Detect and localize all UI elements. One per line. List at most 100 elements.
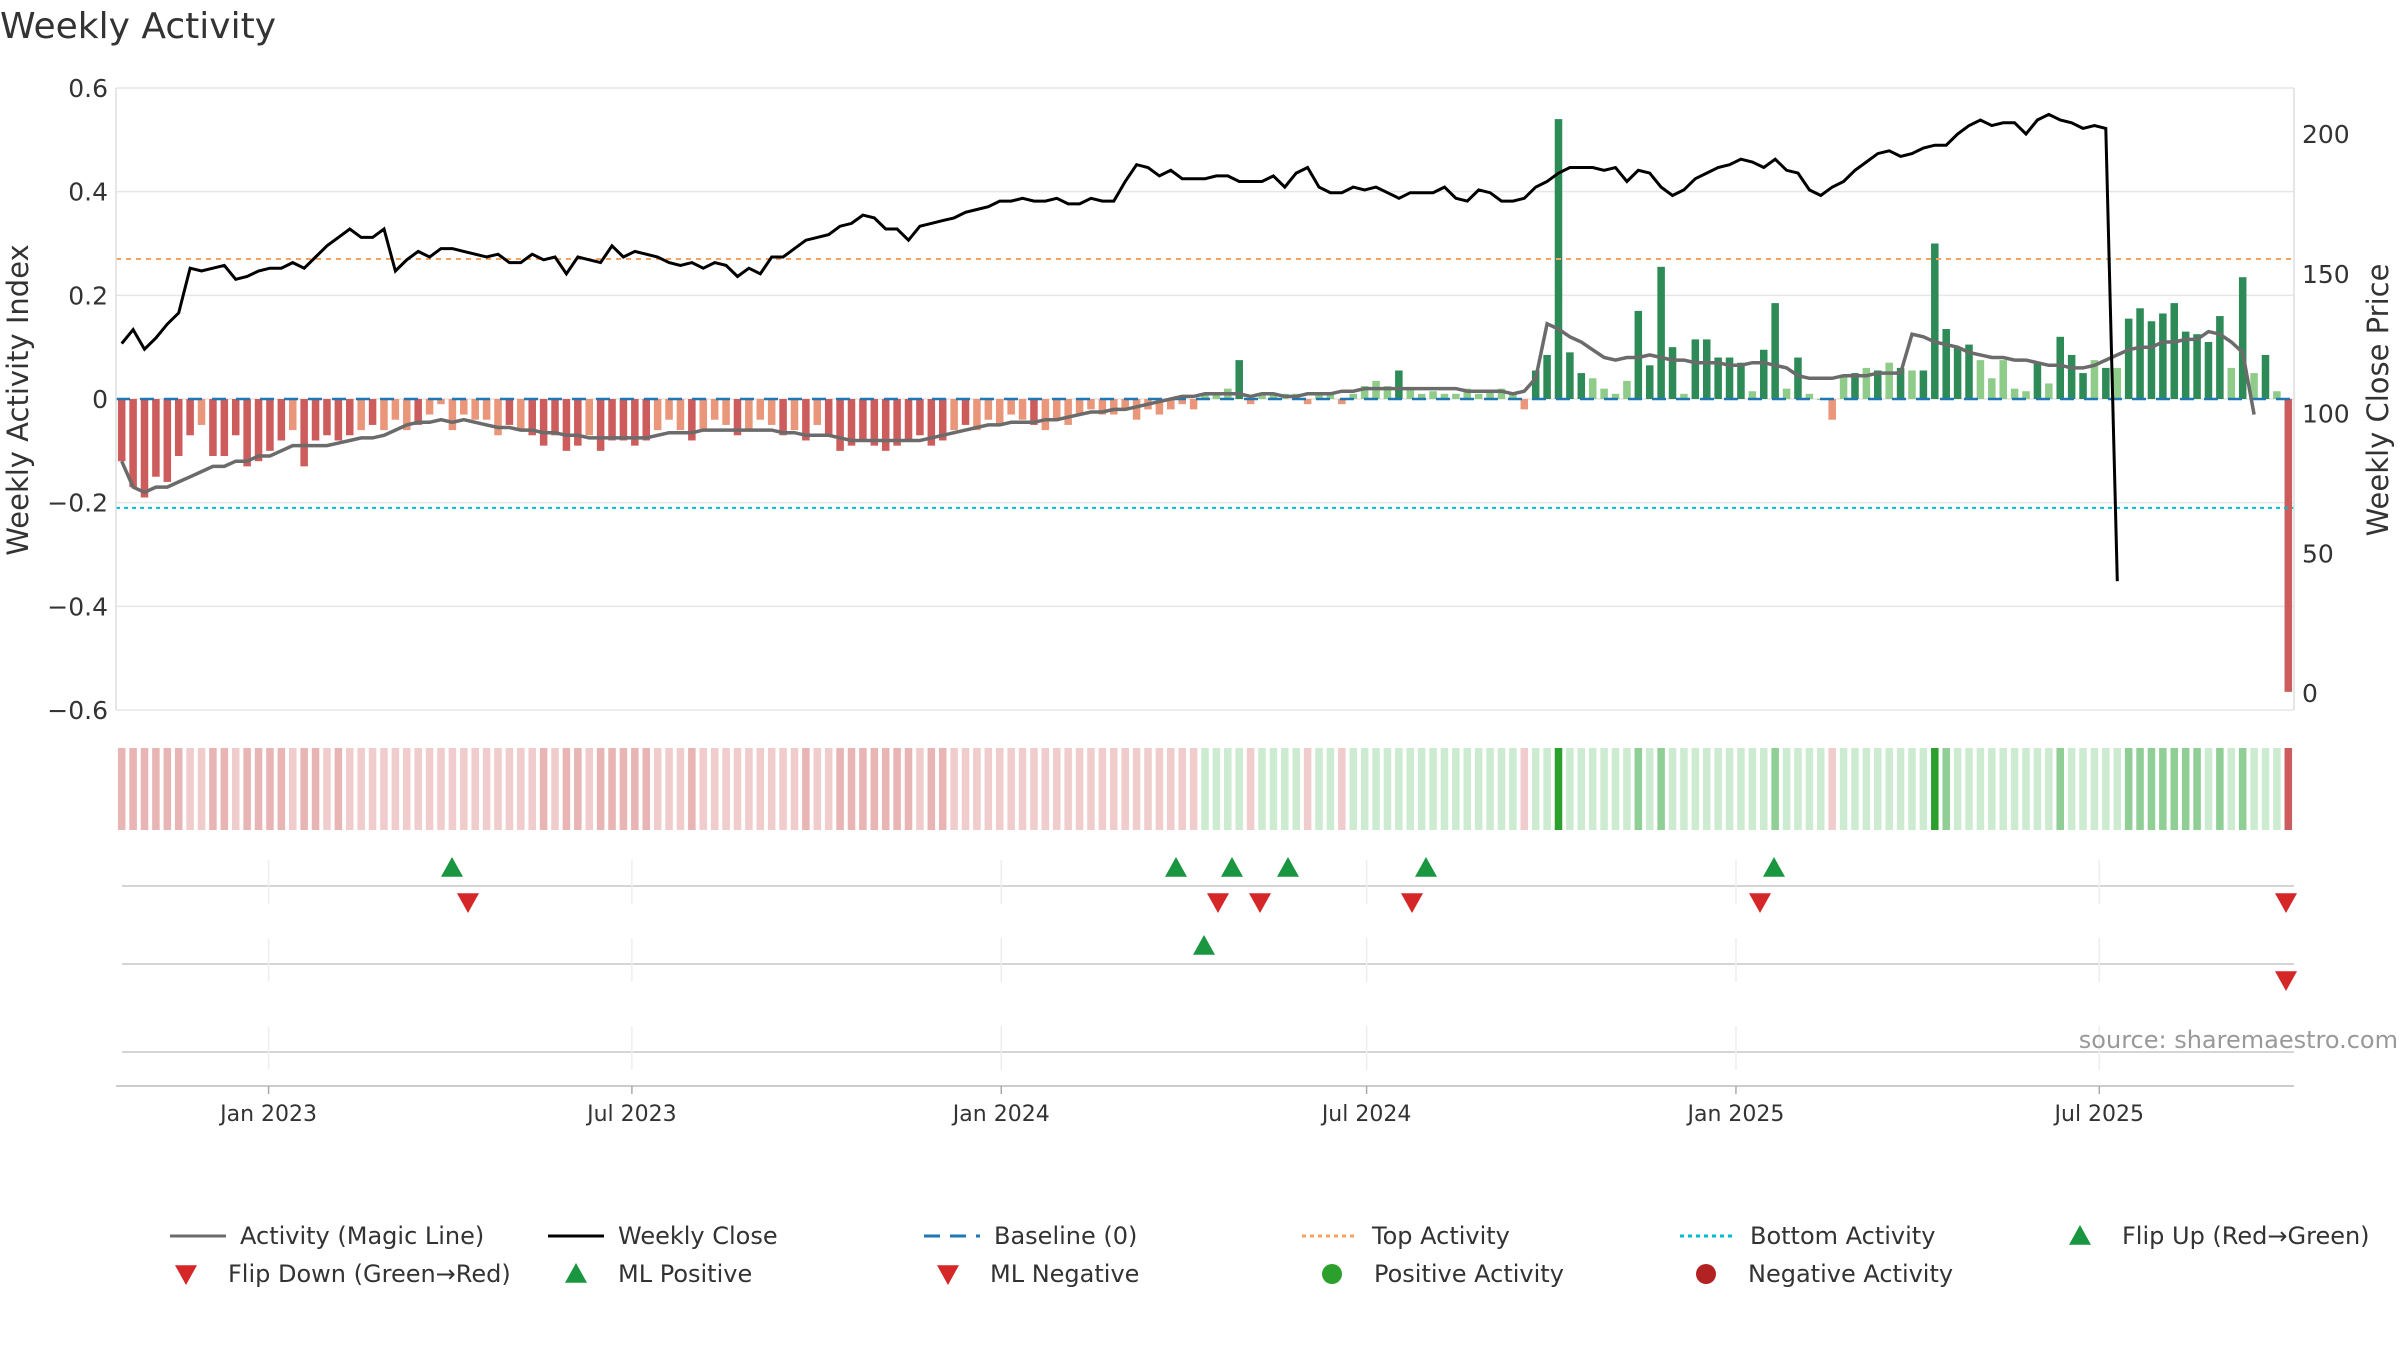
activity-bar: [1577, 373, 1586, 399]
strip-cell: [961, 748, 970, 830]
x-tick-label: Jan 2023: [218, 1102, 317, 1127]
activity-bar: [1919, 370, 1928, 399]
magic-line: [120, 321, 2256, 495]
activity-bar: [2250, 373, 2258, 399]
legend-item: Flip Down (Green→Red): [175, 1260, 511, 1288]
activity-bar: [505, 399, 514, 425]
activity-bar: [2193, 334, 2201, 399]
activity-bar: [802, 399, 810, 441]
activity-bar: [824, 399, 833, 436]
activity-bar: [1326, 393, 1335, 399]
strip-cell: [391, 748, 400, 830]
strip-cell: [2250, 748, 2258, 830]
strip-cell: [539, 748, 548, 830]
activity-bar: [1497, 388, 1506, 399]
strip-cell: [1395, 748, 1403, 830]
activity-bar: [1258, 393, 1266, 399]
strip-cell: [1885, 748, 1893, 830]
activity-bar: [1041, 399, 1050, 431]
activity-bar: [414, 399, 422, 425]
activity-bar: [676, 399, 685, 431]
strip-cell: [1007, 748, 1015, 830]
activity-bar: [1942, 329, 1950, 399]
activity-bar: [2010, 388, 2019, 399]
activity-bar: [1486, 391, 1494, 399]
activity-bar: [1896, 367, 1905, 399]
strip-cell: [2159, 748, 2167, 830]
strip-cell: [1851, 748, 1859, 830]
strip-cell: [437, 748, 445, 830]
strip-cell: [1463, 748, 1472, 830]
strip-cell: [2136, 748, 2144, 830]
activity-bar: [1771, 303, 1779, 399]
strip-cell: [1041, 748, 1050, 830]
legend: Activity (Magic Line) Weekly Close Baselin…: [170, 1222, 2370, 1288]
strip-cell: [300, 748, 308, 830]
legend-swatch: [565, 1263, 587, 1283]
strip-cell: [2181, 748, 2190, 830]
strip-cell: [1303, 748, 1312, 830]
strip-cell: [163, 748, 172, 830]
activity-bar: [1030, 399, 1038, 425]
activity-bar: [927, 399, 936, 446]
strip-cell: [266, 748, 274, 830]
activity-bar: [1531, 370, 1540, 399]
strip-cell: [1725, 748, 1734, 830]
strip-cell: [1246, 748, 1255, 830]
strip-cell: [1771, 748, 1779, 830]
strip-cell: [1258, 748, 1266, 830]
x-tick-label: Jul 2025: [2053, 1102, 2145, 1127]
strip-cell: [1212, 748, 1221, 830]
activity-bar: [619, 399, 628, 441]
legend-item: Bottom Activity: [1680, 1222, 1935, 1250]
strip-cell: [1668, 748, 1677, 830]
x-tick-label: Jan 2024: [951, 1102, 1050, 1127]
strip-cell: [2261, 748, 2270, 830]
legend-label: Weekly Close: [618, 1222, 778, 1250]
strip-cell: [380, 748, 388, 830]
activity-bar: [961, 399, 970, 425]
strip-cell: [1531, 748, 1540, 830]
strip-cell: [174, 748, 183, 830]
y-tick-label: −0.6: [47, 696, 108, 725]
strip-cell: [186, 748, 194, 830]
x-tick-label: Jul 2023: [585, 1102, 677, 1127]
activity-bar: [1463, 388, 1472, 399]
y-right-tick-label: 200: [2302, 120, 2350, 149]
activity-bar: [984, 399, 993, 420]
strip-cell: [551, 748, 559, 830]
strip-cell: [2284, 748, 2293, 830]
strip-cell: [1052, 748, 1061, 830]
ml-positive-marker: [1193, 935, 1215, 955]
strip-cell: [973, 748, 981, 830]
strip-cell: [1064, 748, 1072, 830]
activity-bar: [482, 399, 491, 420]
activity-bar: [2067, 354, 2076, 399]
strip-cell: [1600, 748, 1608, 830]
strip-cell: [1189, 748, 1198, 830]
activity-bar: [2045, 383, 2053, 399]
strip-cell: [938, 748, 947, 830]
activity-bar: [574, 399, 582, 446]
strip-cell: [2204, 748, 2213, 830]
legend-item: Activity (Magic Line): [170, 1222, 484, 1250]
strip-cell: [1486, 748, 1494, 830]
activity-bar: [631, 399, 639, 446]
strip-cell: [995, 748, 1004, 830]
strip-cell: [2147, 748, 2156, 830]
strip-cell: [608, 748, 616, 830]
strip-cell: [1817, 748, 1825, 830]
activity-bar: [1212, 393, 1221, 399]
activity-bar: [813, 399, 822, 425]
strip-cell: [1440, 748, 1449, 830]
y-tick-label: −0.2: [47, 489, 108, 518]
activity-bar: [1474, 393, 1483, 399]
flip-up-marker: [1221, 857, 1243, 877]
legend-label: Flip Up (Red→Green): [2122, 1222, 2370, 1250]
activity-bar: [551, 399, 559, 436]
flip-up-marker: [1415, 857, 1437, 877]
strip-cell: [368, 748, 377, 830]
legend-swatch: [1322, 1264, 1342, 1284]
activity-bar: [916, 399, 924, 436]
strip-cell: [1087, 748, 1095, 830]
